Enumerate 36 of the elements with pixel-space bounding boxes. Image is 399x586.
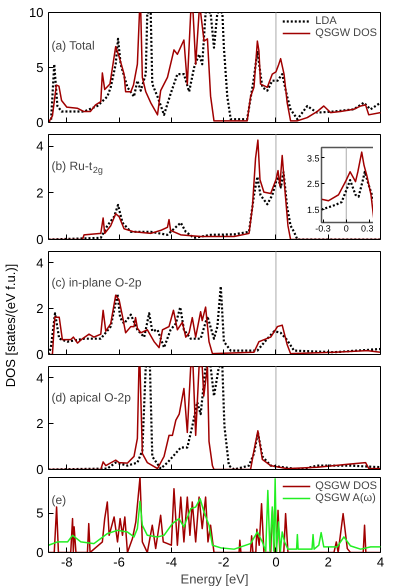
x-tick-label: 0: [272, 554, 280, 570]
x-tick-label: -4: [166, 554, 178, 570]
y-axis-title: DOS [states/(eV f.u.)]: [2, 264, 18, 388]
y-tick-label: 0: [36, 115, 44, 130]
y-tick-label: 3.5: [306, 153, 320, 164]
text: (e): [52, 493, 66, 507]
y-tick-label: 4: [36, 138, 44, 154]
y-tick-label: 0: [36, 347, 44, 362]
y-tick-label: 4: [36, 255, 44, 270]
y-tick-label: 1.5: [306, 205, 320, 216]
text: (a) Total: [52, 38, 95, 52]
x-tick-label: 0: [344, 224, 349, 234]
x-tick-label: 4: [376, 554, 384, 570]
y-tick-label: 5: [36, 506, 44, 521]
x-tick-label: -2: [218, 554, 230, 570]
y-tick-label: 2: [36, 301, 44, 316]
x-tick-label: 0.3: [360, 224, 374, 234]
y-tick-label: 0: [36, 545, 44, 560]
legend-label: QSGW DOS: [315, 480, 377, 492]
x-axis-title: Energy [eV]: [180, 572, 248, 586]
legend-label: LDA: [315, 15, 337, 27]
y-tick-label: 0: [36, 462, 44, 477]
x-tick-label: -6: [113, 554, 125, 570]
x-tick-label: -8: [61, 554, 73, 570]
x-tick-label: 2: [324, 554, 332, 570]
legend-label: QSGW A(ω): [315, 492, 376, 504]
y-tick-label: 2.5: [306, 179, 320, 190]
text: (c) in-plane O-2p: [52, 275, 142, 290]
y-tick-label: 10: [29, 5, 44, 20]
y-tick-label: 2: [36, 185, 44, 200]
legend-label: QSGW DOS: [315, 27, 377, 39]
text: (d) apical O-2p: [52, 390, 132, 404]
y-tick-label: 5: [36, 60, 44, 75]
x-tick-label: -0.3: [315, 224, 331, 234]
y-tick-label: 4: [36, 370, 44, 386]
y-tick-label: 2: [36, 416, 44, 432]
